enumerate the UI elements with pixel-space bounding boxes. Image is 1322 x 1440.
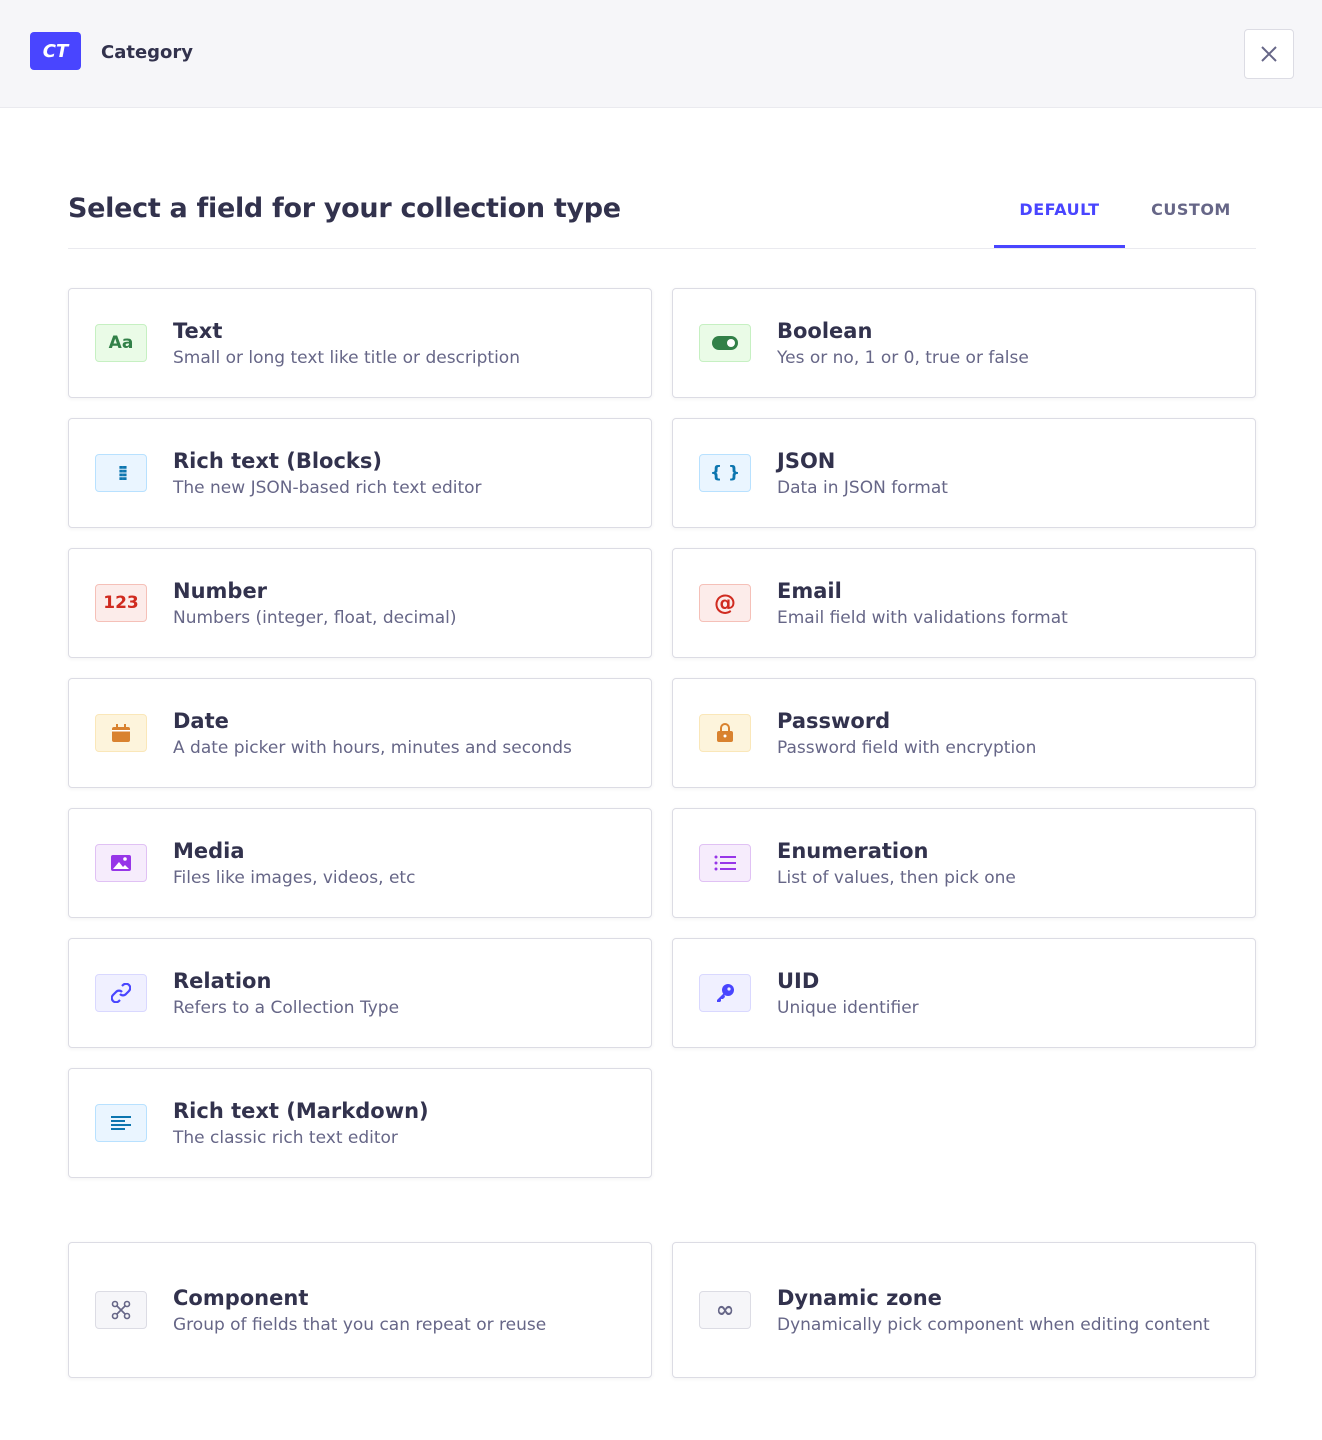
field-description: Password field with encryption [777,738,1037,758]
blocks-icon: ⁞⁞ [95,454,147,492]
close-icon [1261,46,1277,62]
field-card-rich-text-blocks[interactable]: ⁞⁞ Rich text (Blocks) The new JSON-based r… [68,418,652,528]
field-card-json[interactable]: { } JSON Data in JSON format [672,418,1256,528]
tab-custom[interactable]: CUSTOM [1151,200,1231,219]
field-text: Dynamic zone Dynamically pick component w… [777,1283,1217,1337]
modal-header: CT Category [0,0,1322,108]
braces-icon: { } [699,454,751,492]
field-description: Dynamically pick component when editing … [777,1315,1210,1335]
field-description: Numbers (integer, float, decimal) [173,608,457,628]
content-type-name: Category [101,42,194,63]
field-text: Boolean Yes or no, 1 or 0, true or false [777,316,1217,370]
field-description: Yes or no, 1 or 0, true or false [777,348,1029,368]
field-card-rich-text-markdown[interactable]: Rich text (Markdown) The classic rich tex… [68,1068,652,1178]
infinity-icon: ∞ [699,1291,751,1329]
field-description: Unique identifier [777,998,919,1018]
field-card-uid[interactable]: UID Unique identifier [672,938,1256,1048]
field-name: Password [777,709,891,733]
field-name: Date [173,709,229,733]
field-card-date[interactable]: Date A date picker with hours, minutes an… [68,678,652,788]
field-description: Small or long text like title or descrip… [173,348,520,368]
field-name: Rich text (Blocks) [173,449,382,473]
field-text: Number Numbers (integer, float, decimal) [173,576,613,630]
number-icon: 123 [95,584,147,622]
field-text: Rich text (Blocks) The new JSON-based ric… [173,446,613,500]
tab-divider [68,248,1256,249]
image-icon [95,844,147,882]
field-name: Media [173,839,245,863]
field-name: Enumeration [777,839,929,863]
field-name: UID [777,969,820,993]
field-text: Date A date picker with hours, minutes an… [173,706,613,760]
page-title: Select a field for your collection type [68,193,621,224]
paragraph-icon [95,1104,147,1142]
content-type-badge: CT [30,32,81,70]
field-card-relation[interactable]: Relation Refers to a Collection Type [68,938,652,1048]
field-description: The new JSON-based rich text editor [173,478,482,498]
field-description: The classic rich text editor [173,1128,398,1148]
field-description: Data in JSON format [777,478,948,498]
field-name: Text [173,319,223,343]
field-card-text[interactable]: Aa Text Small or long text like title or d… [68,288,652,398]
field-text: Email Email field with validations format [777,576,1217,630]
close-button[interactable] [1244,29,1294,79]
field-card-enumeration[interactable]: Enumeration List of values, then pick one [672,808,1256,918]
field-card-media[interactable]: Media Files like images, videos, etc [68,808,652,918]
field-name: Email [777,579,842,603]
field-card-dynamic-zone[interactable]: ∞ Dynamic zone Dynamically pick component … [672,1242,1256,1378]
field-text: Text Small or long text like title or des… [173,316,613,370]
field-card-email[interactable]: @ Email Email field with validations forma… [672,548,1256,658]
text-icon: Aa [95,324,147,362]
field-text: Media Files like images, videos, etc [173,836,613,890]
field-name: JSON [777,449,836,473]
field-description: A date picker with hours, minutes and se… [173,738,572,758]
field-description: Email field with validations format [777,608,1068,628]
field-text: Rich text (Markdown) The classic rich tex… [173,1096,613,1150]
field-description: Files like images, videos, etc [173,868,416,888]
field-name: Relation [173,969,272,993]
list-icon [699,844,751,882]
field-name: Boolean [777,319,873,343]
calendar-icon [95,714,147,752]
field-card-boolean[interactable]: Boolean Yes or no, 1 or 0, true or false [672,288,1256,398]
field-text: JSON Data in JSON format [777,446,1217,500]
field-name: Component [173,1286,309,1310]
field-name: Dynamic zone [777,1286,942,1310]
key-icon [699,974,751,1012]
field-text: Relation Refers to a Collection Type [173,966,613,1020]
field-description: List of values, then pick one [777,868,1016,888]
field-description: Refers to a Collection Type [173,998,400,1018]
field-text: Password Password field with encryption [777,706,1217,760]
lock-icon [699,714,751,752]
field-description: Group of fields that you can repeat or r… [173,1315,547,1335]
at-icon: @ [699,584,751,622]
field-name: Number [173,579,268,603]
field-text: Enumeration List of values, then pick one [777,836,1217,890]
field-card-password[interactable]: Password Password field with encryption [672,678,1256,788]
component-icon [95,1291,147,1329]
field-card-number[interactable]: 123 Number Numbers (integer, float, decima… [68,548,652,658]
toggle-icon [699,324,751,362]
field-text: UID Unique identifier [777,966,1217,1020]
tab-default[interactable]: DEFAULT [994,200,1125,248]
field-name: Rich text (Markdown) [173,1099,429,1123]
field-text: Component Group of fields that you can re… [173,1283,613,1337]
field-card-component[interactable]: Component Group of fields that you can re… [68,1242,652,1378]
link-icon [95,974,147,1012]
